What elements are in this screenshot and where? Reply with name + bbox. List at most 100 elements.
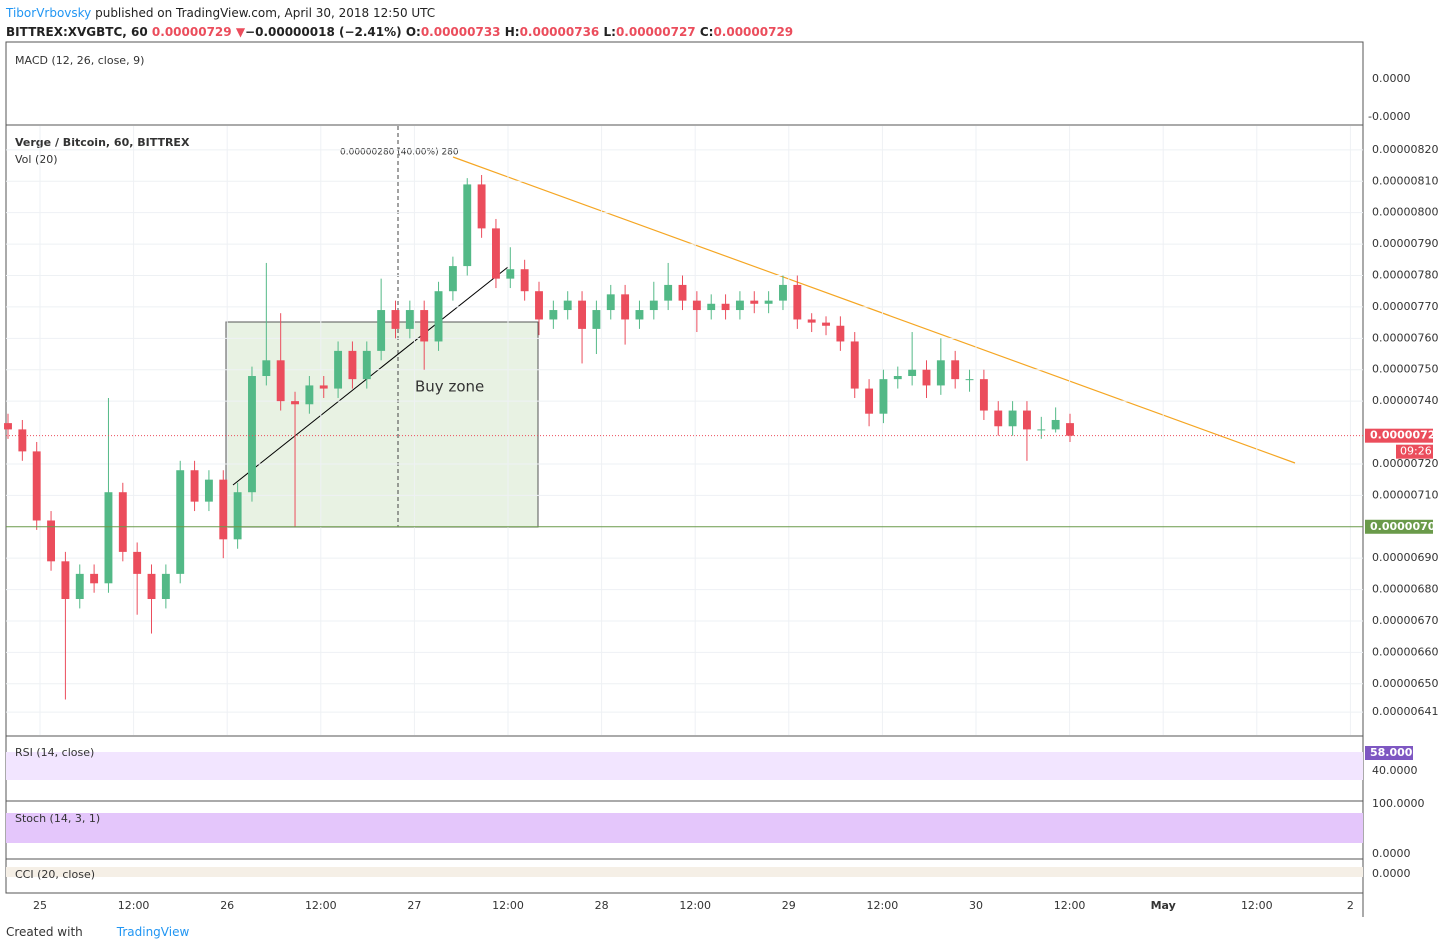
candle-body (377, 310, 386, 351)
author[interactable]: TiborVrbovsky (6, 6, 92, 20)
candle-body (204, 479, 213, 502)
candle-body (621, 294, 630, 320)
candle-body (592, 310, 601, 329)
c-label: C: (699, 25, 714, 39)
candle-body (491, 228, 500, 279)
last-price-label: 0.00000729 (1370, 429, 1441, 442)
rsi-tick: 40.0000 (1372, 764, 1418, 777)
candle-body (1037, 429, 1046, 431)
cci-title: CCI (20, close) (15, 868, 95, 881)
y-tick-label: 0.00000820 (1372, 143, 1438, 156)
change: −0.00000018 (−2.41%) (245, 25, 402, 39)
x-tick-label: 25 (33, 899, 47, 912)
arrow: ▼ (235, 25, 246, 39)
header: TiborVrbovsky published on TradingView.c… (6, 4, 793, 42)
footer: Created with TradingView (6, 925, 189, 939)
candle-body (908, 369, 917, 377)
candle-body (262, 360, 271, 377)
candle-body (305, 385, 314, 405)
y-tick-label: 0.00000650 (1372, 677, 1438, 690)
header-line-2: BITTREX:XVGBTC, 60 0.00000729 ▼−0.000000… (6, 23, 793, 42)
candle-body (836, 325, 845, 342)
frame (5, 41, 1364, 917)
candle-body (764, 300, 773, 304)
candle-body (75, 573, 84, 600)
l-label: L: (603, 25, 616, 39)
candle-body (649, 300, 658, 311)
rsi-tag (1365, 746, 1413, 760)
h: 0.00000736 (519, 25, 600, 39)
candle-body (721, 303, 730, 311)
o: 0.00000733 (420, 25, 501, 39)
candle-body (434, 291, 443, 342)
y-tick-label: 0.00000800 (1372, 206, 1438, 219)
candle-body (348, 350, 357, 380)
x-tick-label: 29 (782, 899, 796, 912)
candle-body (965, 379, 974, 381)
candle-body (405, 310, 414, 329)
candle-body (219, 479, 228, 540)
candle-body (951, 360, 960, 380)
published: published on TradingView.com, April 30, … (95, 6, 436, 20)
candle-body (520, 269, 529, 292)
y-tick-label: 0.00000690 (1372, 551, 1438, 564)
candle-body (291, 401, 299, 405)
chart-title: Verge / Bitcoin, 60, BITTREX (15, 136, 190, 149)
candle-body (32, 451, 41, 521)
candle-body (664, 284, 673, 301)
rsi-title: RSI (14, close) (15, 746, 94, 759)
x-tick-label: 30 (969, 899, 983, 912)
cci-tick: 0.0000 (1372, 867, 1411, 880)
stoch-title: Stoch (14, 3, 1) (15, 812, 100, 825)
candle-body (133, 551, 142, 574)
candle-body (147, 573, 156, 600)
countdown: 09:26 (1400, 445, 1432, 458)
candle-body (1008, 410, 1017, 427)
candle-body (176, 470, 185, 574)
x-tick-label: 26 (220, 899, 234, 912)
brand[interactable]: TradingView (116, 925, 190, 939)
candle-body (707, 303, 716, 311)
macd-title: MACD (12, 26, close, 9) (15, 54, 144, 67)
candle-body (635, 310, 644, 320)
candle-body (678, 284, 687, 301)
chart: Buy zone 0.00000280 (40.00%) 280 MACD (1… (4, 41, 1441, 917)
candle-body (879, 379, 888, 414)
candle-body (1022, 410, 1031, 430)
y-tick-label: 0.00000760 (1372, 331, 1438, 344)
candle-body (994, 410, 1003, 427)
measure-label: 0.00000280 (40.00%) 280 (340, 148, 459, 158)
l: 0.00000727 (615, 25, 696, 39)
chart-subtitle: Vol (20) (15, 153, 58, 166)
rsi-tick: 58.0000 (1370, 746, 1420, 759)
candle-body (334, 350, 343, 389)
x-tick-label: 12:00 (492, 899, 524, 912)
candle-body (549, 310, 558, 320)
candle-body (248, 376, 256, 493)
countdown-tag (1396, 444, 1433, 459)
x-tick-label: 28 (595, 899, 609, 912)
c: 0.00000729 (713, 25, 794, 39)
candle-body (936, 360, 945, 386)
stoch-tick: 100.0000 (1372, 797, 1425, 810)
candle-body (391, 310, 400, 329)
candle-body (104, 492, 113, 584)
candle-body (750, 300, 759, 304)
y-tick-label: 0.00000780 (1372, 269, 1438, 282)
header-line-1: TiborVrbovsky published on TradingView.c… (6, 4, 793, 23)
stoch-tick: 0.0000 (1372, 847, 1411, 860)
trend-line (452, 156, 1296, 464)
candle-body (18, 429, 27, 452)
macd-tick: 0.0000 (1372, 72, 1411, 85)
candle-body (535, 291, 543, 320)
h-label: H: (504, 25, 520, 39)
support-tag (1365, 519, 1433, 534)
candle-body (1066, 423, 1074, 436)
x-tick-label: 27 (407, 899, 421, 912)
cci-band (6, 867, 1363, 877)
symbol: BITTREX:XVGBTC, 60 (6, 25, 148, 39)
rsi-band (6, 752, 1363, 780)
candle-body (233, 492, 242, 540)
candle-body (463, 184, 472, 267)
